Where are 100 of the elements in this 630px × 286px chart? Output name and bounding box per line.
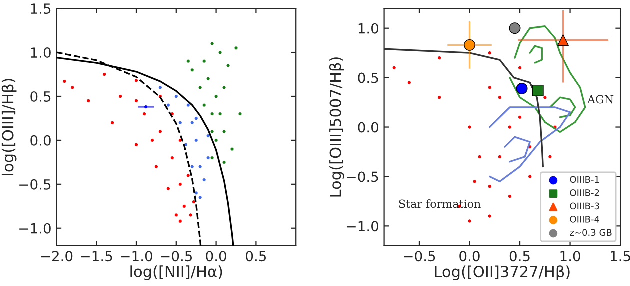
y-axis-title: Log([OIII]5007/Hβ) bbox=[329, 58, 344, 197]
point bbox=[508, 126, 512, 129]
point bbox=[190, 121, 194, 124]
point bbox=[166, 187, 170, 190]
point bbox=[226, 64, 230, 68]
point bbox=[186, 174, 190, 178]
point bbox=[488, 52, 492, 55]
point bbox=[516, 82, 528, 94]
y-tick-label: −0.5 bbox=[347, 172, 378, 182]
point bbox=[111, 121, 114, 124]
x-axis-title: log([NII]/Hα) bbox=[130, 266, 222, 280]
point bbox=[234, 46, 238, 50]
point bbox=[198, 196, 202, 200]
legend-label: OIIIB-4 bbox=[570, 216, 600, 223]
point bbox=[488, 214, 492, 218]
point bbox=[134, 79, 138, 82]
point bbox=[532, 84, 544, 96]
x-tick-label: −1.0 bbox=[121, 251, 152, 262]
point bbox=[186, 104, 190, 107]
point bbox=[144, 105, 148, 109]
point bbox=[206, 77, 210, 80]
line-series bbox=[549, 96, 576, 118]
point bbox=[194, 138, 198, 142]
point bbox=[473, 180, 476, 184]
point bbox=[218, 112, 222, 116]
point bbox=[134, 99, 138, 102]
point bbox=[518, 116, 522, 119]
line-series bbox=[489, 106, 572, 183]
point bbox=[218, 50, 222, 54]
y-axis-title: log([OIII]/Hβ) bbox=[2, 79, 17, 176]
point bbox=[508, 194, 512, 198]
point bbox=[158, 86, 162, 90]
x-tick-label: −0.5 bbox=[404, 251, 436, 262]
point bbox=[528, 175, 532, 178]
point bbox=[174, 214, 178, 217]
annotation: Star formation bbox=[399, 200, 481, 208]
point bbox=[170, 156, 174, 160]
point bbox=[174, 94, 178, 98]
legend-label: OIIIB-1 bbox=[570, 176, 600, 184]
point bbox=[158, 130, 162, 134]
point bbox=[222, 130, 226, 134]
x-tick-label: 1.0 bbox=[560, 251, 580, 262]
x-tick-label: 0.5 bbox=[510, 251, 530, 262]
x-tick-label: 0.5 bbox=[246, 251, 266, 262]
point bbox=[438, 96, 442, 100]
y-tick-label: 0.5 bbox=[30, 91, 51, 102]
line-series bbox=[509, 26, 586, 134]
point bbox=[518, 66, 522, 70]
point bbox=[134, 143, 138, 146]
line-series bbox=[529, 45, 543, 64]
legend-label: z∼0.3 GB bbox=[570, 229, 612, 236]
point bbox=[468, 126, 472, 129]
legend-label: OIIIB-2 bbox=[570, 190, 600, 196]
point bbox=[192, 200, 196, 204]
point bbox=[189, 214, 192, 217]
point bbox=[488, 185, 492, 188]
point bbox=[166, 104, 170, 107]
point bbox=[103, 72, 106, 76]
point bbox=[202, 178, 206, 182]
y-tick-label: 0.0 bbox=[30, 135, 51, 146]
x-axis-title: Log([OII]3727/Hβ) bbox=[435, 266, 570, 281]
line-series bbox=[504, 136, 531, 163]
point bbox=[210, 130, 214, 134]
point bbox=[178, 182, 182, 186]
point bbox=[464, 39, 476, 51]
point bbox=[558, 34, 569, 46]
point bbox=[488, 86, 492, 90]
point bbox=[194, 116, 198, 120]
x-tick-label: 0.0 bbox=[206, 251, 226, 262]
point bbox=[178, 220, 182, 223]
point bbox=[198, 165, 202, 168]
point bbox=[438, 56, 442, 60]
point bbox=[87, 99, 90, 102]
point bbox=[230, 148, 234, 151]
point bbox=[238, 112, 242, 116]
y-tick-label: 1.0 bbox=[358, 23, 379, 34]
point bbox=[206, 134, 210, 138]
point bbox=[142, 112, 146, 116]
x-tick-label: 0.0 bbox=[460, 251, 480, 262]
point bbox=[186, 60, 190, 63]
point bbox=[210, 156, 214, 160]
x-tick-label: 1.5 bbox=[611, 251, 630, 262]
point bbox=[214, 138, 218, 142]
point bbox=[478, 155, 482, 158]
point bbox=[210, 42, 214, 46]
point bbox=[509, 22, 521, 34]
point bbox=[498, 96, 502, 100]
y-tick-label: 1.5 bbox=[31, 4, 51, 14]
y-tick-label: −1.0 bbox=[20, 223, 51, 234]
point bbox=[468, 220, 472, 223]
y-tick-label: −0.5 bbox=[20, 179, 51, 190]
point bbox=[222, 86, 226, 90]
point bbox=[222, 160, 226, 164]
point bbox=[408, 81, 411, 84]
point bbox=[198, 86, 202, 90]
y-tick-label: −1.0 bbox=[347, 221, 379, 232]
point bbox=[194, 192, 198, 195]
point bbox=[118, 94, 122, 98]
point bbox=[178, 121, 182, 124]
y-tick-label: 0.0 bbox=[358, 122, 379, 133]
